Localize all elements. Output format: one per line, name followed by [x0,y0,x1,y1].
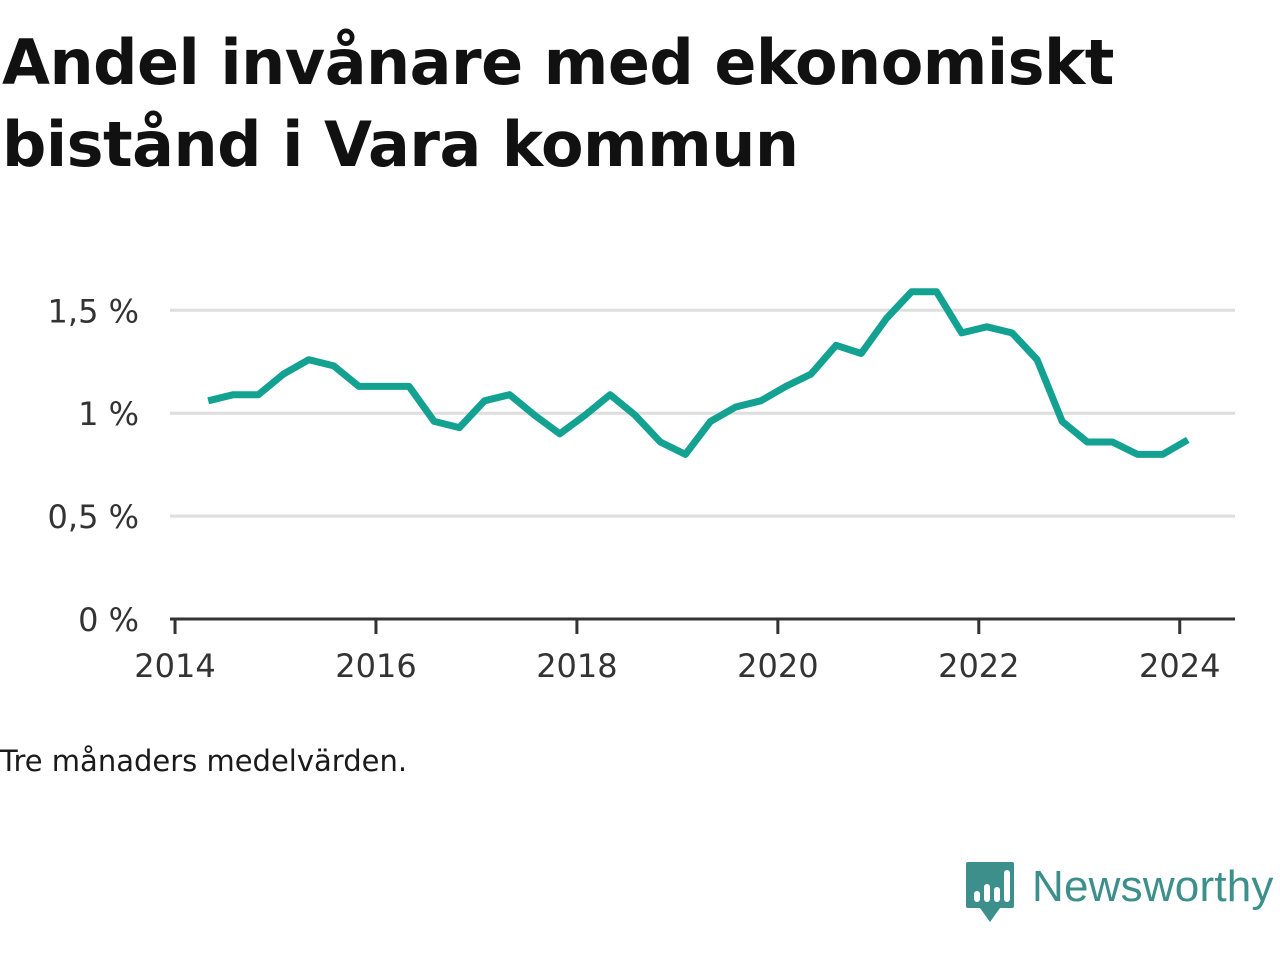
x-tick-label: 2022 [938,647,1019,685]
series-line [207,288,1190,458]
y-tick-label: 1,5 % [48,292,139,330]
grid-lines [170,308,1235,518]
y-tick-label: 1 % [78,395,139,433]
series-layer [207,288,1190,458]
x-tick-label: 2016 [335,647,416,685]
brand-logo: Newsworthy [964,860,1274,926]
chart-note: Tre månaders medelvärden. [0,744,408,778]
x-tick-label: 2014 [134,647,215,685]
y-tick-label: 0,5 % [48,498,139,536]
y-tick-label: 0 % [78,601,139,639]
y-axis-labels: 0 % 0,5 % 1 % 1,5 % [48,292,139,639]
x-tick-label: 2018 [536,647,617,685]
x-axis-ticks: 2014 2016 2018 2020 2022 2024 [134,619,1220,685]
bar-chart-speech-bubble-icon [966,862,1014,922]
x-tick-label: 2020 [737,647,818,685]
brand-name: Newsworthy [1032,862,1274,911]
x-tick-label: 2024 [1139,647,1220,685]
chart-title: Andel invånare med ekonomiskt bistånd i … [2,26,1114,181]
